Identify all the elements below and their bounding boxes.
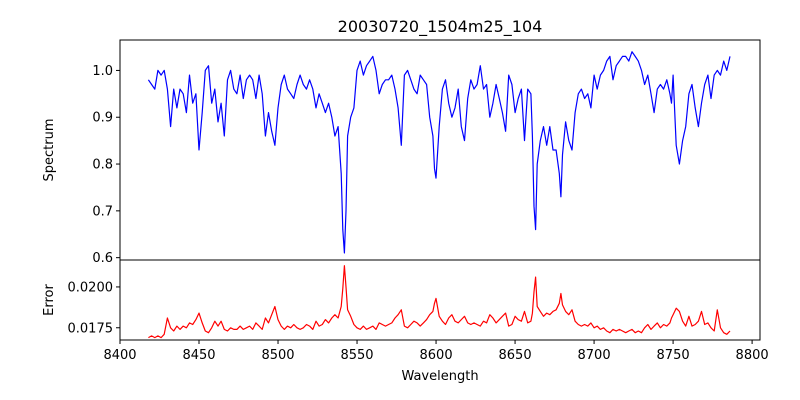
error-y-tick-label: 0.0200 — [68, 280, 114, 295]
x-tick-label: 8550 — [340, 348, 373, 363]
spectrum-y-ticks: 0.6 0.7 0.8 0.9 1.0 — [92, 64, 120, 266]
spectrum-y-tick-label: 0.6 — [92, 251, 113, 266]
x-tick-label: 8450 — [182, 348, 215, 363]
spectrum-y-tick-label: 1.0 — [92, 64, 113, 79]
chart-title: 20030720_1504m25_104 — [338, 17, 543, 37]
x-tick-label: 8800 — [736, 348, 769, 363]
x-tick-label: 8600 — [420, 348, 453, 363]
spectrum-y-tick-label: 0.8 — [92, 158, 113, 173]
error-y-axis-label: Error — [42, 284, 57, 316]
spectrum-axes-frame — [119, 39, 761, 261]
x-tick-label: 8500 — [261, 348, 294, 363]
spectrum-marks — [147, 51, 731, 254]
spectrum-y-tick-label: 0.9 — [92, 111, 113, 126]
error-line — [148, 265, 731, 339]
x-tick-label: 8650 — [499, 348, 532, 363]
error-axes-frame — [119, 259, 761, 341]
spectrum-y-axis-label: Spectrum — [42, 119, 57, 182]
x-axis-label: Wavelength — [401, 369, 478, 384]
spectrum-line — [147, 51, 731, 254]
x-tick-label: 8700 — [578, 348, 611, 363]
x-tick-label: 8750 — [657, 348, 690, 363]
error-marks — [148, 265, 731, 339]
x-axis-ticks: 8400 8450 8500 8550 8600 8650 8700 8750 8800 — [103, 340, 769, 363]
error-y-tick-label: 0.0175 — [68, 321, 114, 336]
error-y-ticks: 0.0175 0.0200 — [68, 280, 120, 336]
error-panel: 0.0175 0.0200 Error — [42, 259, 761, 341]
spectrum-y-tick-label: 0.7 — [92, 204, 113, 219]
spectrum-panel: 0.6 0.7 0.8 0.9 1.0 Spectrum — [42, 39, 761, 266]
x-tick-label: 8400 — [103, 348, 136, 363]
